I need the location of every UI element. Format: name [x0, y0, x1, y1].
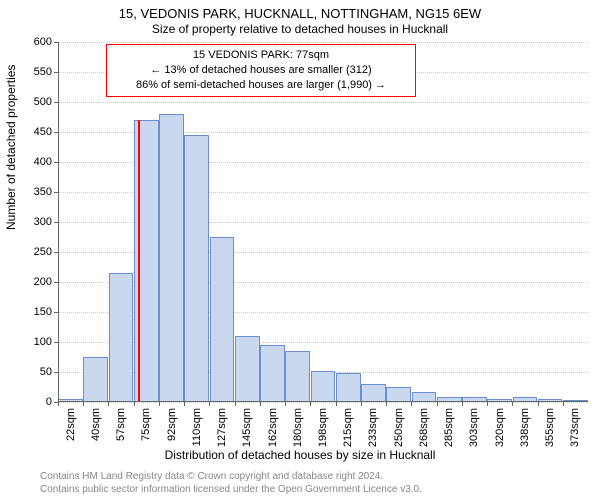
y-tick-label: 600 [34, 36, 52, 48]
histogram-bar [260, 345, 285, 402]
x-tick-mark [462, 402, 463, 406]
x-tick-mark [411, 402, 412, 406]
annotation-box: 15 VEDONIS PARK: 77sqm← 13% of detached … [106, 44, 416, 97]
x-tick-mark [159, 402, 160, 406]
chart-title-sub: Size of property relative to detached ho… [0, 22, 600, 36]
x-tick-mark [538, 402, 539, 406]
x-tick-mark [361, 402, 362, 406]
y-tick-label: 100 [34, 336, 52, 348]
footer-line-1: Contains HM Land Registry data © Crown c… [40, 470, 422, 483]
footer-attribution: Contains HM Land Registry data © Crown c… [40, 470, 422, 496]
x-tick-label: 355sqm [544, 408, 556, 447]
histogram-bar [336, 373, 361, 402]
y-axis-line [58, 42, 59, 402]
x-tick-label: 57sqm [115, 408, 127, 441]
x-tick-label: 233sqm [367, 408, 379, 447]
annotation-line: ← 13% of detached houses are smaller (31… [115, 63, 407, 78]
y-tick-label: 200 [34, 276, 52, 288]
x-tick-mark [108, 402, 109, 406]
footer-line-2: Contains public sector information licen… [40, 483, 422, 496]
x-tick-label: 22sqm [65, 408, 77, 441]
histogram-bar [285, 351, 310, 402]
x-tick-mark [83, 402, 84, 406]
x-tick-mark [235, 402, 236, 406]
chart-title-main: 15, VEDONIS PARK, HUCKNALL, NOTTINGHAM, … [0, 6, 600, 21]
chart-container: 15, VEDONIS PARK, HUCKNALL, NOTTINGHAM, … [0, 0, 600, 500]
histogram-bar [83, 357, 108, 402]
x-tick-label: 285sqm [443, 408, 455, 447]
annotation-line: 15 VEDONIS PARK: 77sqm [115, 48, 407, 63]
y-axis-label: Number of detached properties [4, 65, 18, 230]
y-tick-label: 250 [34, 246, 52, 258]
x-tick-mark [310, 402, 311, 406]
x-tick-mark [58, 402, 59, 406]
x-tick-mark [487, 402, 488, 406]
grid-line [58, 102, 588, 103]
x-tick-mark [209, 402, 210, 406]
histogram-bar [184, 135, 209, 402]
x-tick-label: 303sqm [468, 408, 480, 447]
x-tick-mark [386, 402, 387, 406]
x-tick-label: 198sqm [317, 408, 329, 447]
x-tick-label: 75sqm [140, 408, 152, 441]
x-tick-label: 145sqm [241, 408, 253, 447]
x-tick-label: 40sqm [90, 408, 102, 441]
x-axis-line [58, 401, 588, 402]
x-tick-mark [512, 402, 513, 406]
y-tick-label: 350 [34, 186, 52, 198]
y-tick-label: 450 [34, 126, 52, 138]
x-tick-label: 320sqm [494, 408, 506, 447]
histogram-bar [210, 237, 235, 402]
annotation-line: 86% of semi-detached houses are larger (… [115, 78, 407, 93]
x-tick-label: 162sqm [267, 408, 279, 447]
y-tick-label: 50 [40, 366, 52, 378]
histogram-bar [235, 336, 260, 402]
histogram-bar [109, 273, 134, 402]
grid-line [58, 42, 588, 43]
x-tick-label: 215sqm [342, 408, 354, 447]
x-tick-label: 110sqm [191, 408, 203, 446]
y-tick-label: 400 [34, 156, 52, 168]
y-tick-label: 550 [34, 66, 52, 78]
x-tick-label: 92sqm [166, 408, 178, 441]
histogram-bar [311, 371, 336, 402]
x-axis-label: Distribution of detached houses by size … [0, 448, 600, 462]
x-tick-label: 250sqm [393, 408, 405, 447]
histogram-bar [159, 114, 184, 402]
x-tick-label: 373sqm [569, 408, 581, 447]
x-tick-label: 338sqm [519, 408, 531, 447]
x-tick-label: 268sqm [418, 408, 430, 447]
x-tick-label: 127sqm [216, 408, 228, 447]
y-tick-label: 0 [46, 396, 52, 408]
x-tick-mark [285, 402, 286, 406]
x-tick-label: 180sqm [292, 408, 304, 447]
x-tick-mark [563, 402, 564, 406]
grid-line [58, 402, 588, 403]
x-tick-mark [437, 402, 438, 406]
x-tick-mark [134, 402, 135, 406]
property-marker-line [138, 120, 140, 402]
x-tick-mark [336, 402, 337, 406]
x-tick-mark [260, 402, 261, 406]
plot-area: 05010015020025030035040045050055060022sq… [58, 42, 588, 402]
y-tick-label: 500 [34, 96, 52, 108]
histogram-bar [386, 387, 411, 402]
histogram-bar [361, 384, 386, 402]
y-tick-label: 150 [34, 306, 52, 318]
x-tick-mark [184, 402, 185, 406]
y-tick-label: 300 [34, 216, 52, 228]
